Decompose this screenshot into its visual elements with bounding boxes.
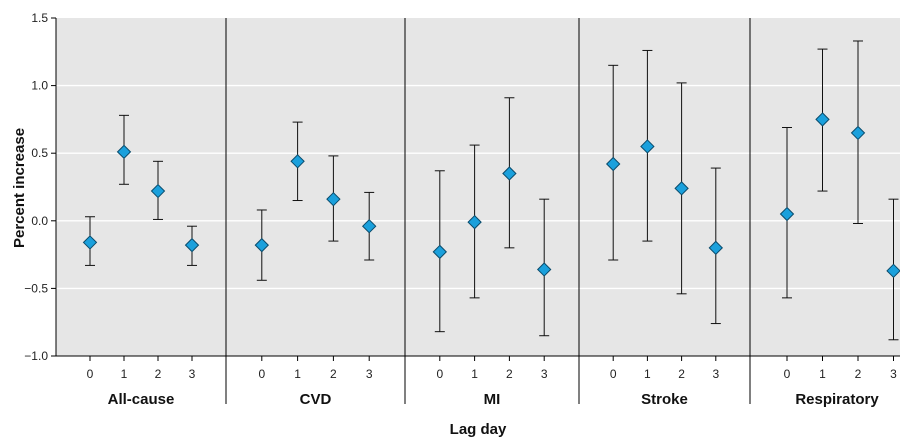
panel-dividers: [225, 18, 751, 404]
x-tick-label-all-cause-3: 3: [189, 367, 196, 381]
x-tick-label-cvd-3: 3: [366, 367, 373, 381]
panel-background-respiratory: [750, 18, 900, 356]
x-tick-label-all-cause-0: 0: [87, 367, 94, 381]
y-tick-label-2: 0.0: [31, 214, 48, 228]
point-marker-respiratory-lag-0: [779, 206, 795, 222]
point-marker-stroke-lag-2: [674, 181, 689, 196]
x-tick-label-stroke-3: 3: [712, 367, 719, 381]
x-tick-label-stroke-1: 1: [644, 367, 651, 381]
x-tick-label-respiratory-3: 3: [890, 367, 897, 381]
panel-label-all-cause: All-cause: [108, 391, 175, 408]
labels: Percent increase Lag day All-cause CVD MI S…: [11, 128, 879, 438]
x-tick-label-respiratory-0: 0: [784, 367, 791, 381]
x-tick-label-mi-1: 1: [471, 367, 478, 381]
axes: −1.0 −0.5 0.0 0.5 1.0 1.5 0 1 2 3 0 1 2 3 0 1 2 3 0 1 2 3 0 1 2 3: [24, 11, 900, 381]
x-tick-label-respiratory-1: 1: [819, 367, 826, 381]
point-marker-mi-lag-0: [432, 244, 448, 260]
point-marker-cvd-lag-2: [326, 191, 341, 207]
x-axis-title: Lag day: [450, 421, 507, 438]
point-marker-cvd-lag-1: [290, 154, 305, 169]
panel-background-all-cause: [56, 18, 226, 356]
panel-label-respiratory: Respiratory: [795, 391, 879, 408]
x-tick-label-respiratory-2: 2: [855, 367, 862, 381]
point-marker-respiratory-lag-1: [815, 112, 830, 127]
point-marker-mi-lag-3: [536, 262, 552, 277]
point-marker-stroke-lag-3: [708, 240, 724, 256]
panel-background-cvd: [226, 18, 405, 356]
point-marker-mi-lag-1: [467, 214, 482, 230]
x-tick-label-cvd-0: 0: [258, 367, 265, 381]
panel-label-mi: MI: [484, 391, 501, 408]
panel-background-mi: [405, 18, 579, 356]
panel-label-stroke: Stroke: [641, 391, 688, 408]
panel-label-cvd: CVD: [300, 391, 332, 408]
x-tick-label-mi-0: 0: [436, 367, 443, 381]
point-markers: [82, 112, 900, 279]
x-tick-label-cvd-1: 1: [294, 367, 301, 381]
point-marker-all-cause-lag-0: [82, 235, 98, 250]
y-tick-label-1: −0.5: [24, 281, 48, 295]
y-axis-title: Percent increase: [11, 128, 28, 248]
gridlines: [56, 84, 900, 290]
panel-backgrounds: [56, 18, 900, 356]
y-tick-label-5: 1.5: [31, 11, 48, 25]
x-tick-label-stroke-2: 2: [678, 367, 685, 381]
point-marker-all-cause-lag-2: [150, 183, 166, 199]
x-tick-label-mi-2: 2: [506, 367, 513, 381]
panel-background-stroke: [579, 18, 750, 356]
point-marker-respiratory-lag-3: [886, 263, 900, 279]
x-tick-label-cvd-2: 2: [330, 367, 337, 381]
point-marker-stroke-lag-1: [640, 139, 655, 154]
point-marker-stroke-lag-0: [605, 156, 621, 172]
y-tick-label-0: −1.0: [24, 349, 48, 363]
y-tick-label-3: 0.5: [31, 146, 48, 160]
y-tick-label-4: 1.0: [31, 79, 48, 93]
x-tick-label-stroke-0: 0: [610, 367, 617, 381]
point-marker-mi-lag-2: [502, 166, 517, 181]
point-marker-cvd-lag-0: [254, 237, 270, 253]
x-tick-label-all-cause-2: 2: [155, 367, 162, 381]
point-marker-respiratory-lag-2: [850, 125, 866, 141]
point-marker-all-cause-lag-1: [116, 144, 132, 160]
x-tick-label-all-cause-1: 1: [121, 367, 128, 381]
x-tick-label-mi-3: 3: [541, 367, 548, 381]
point-marker-all-cause-lag-3: [184, 237, 200, 253]
point-marker-cvd-lag-3: [361, 219, 377, 234]
